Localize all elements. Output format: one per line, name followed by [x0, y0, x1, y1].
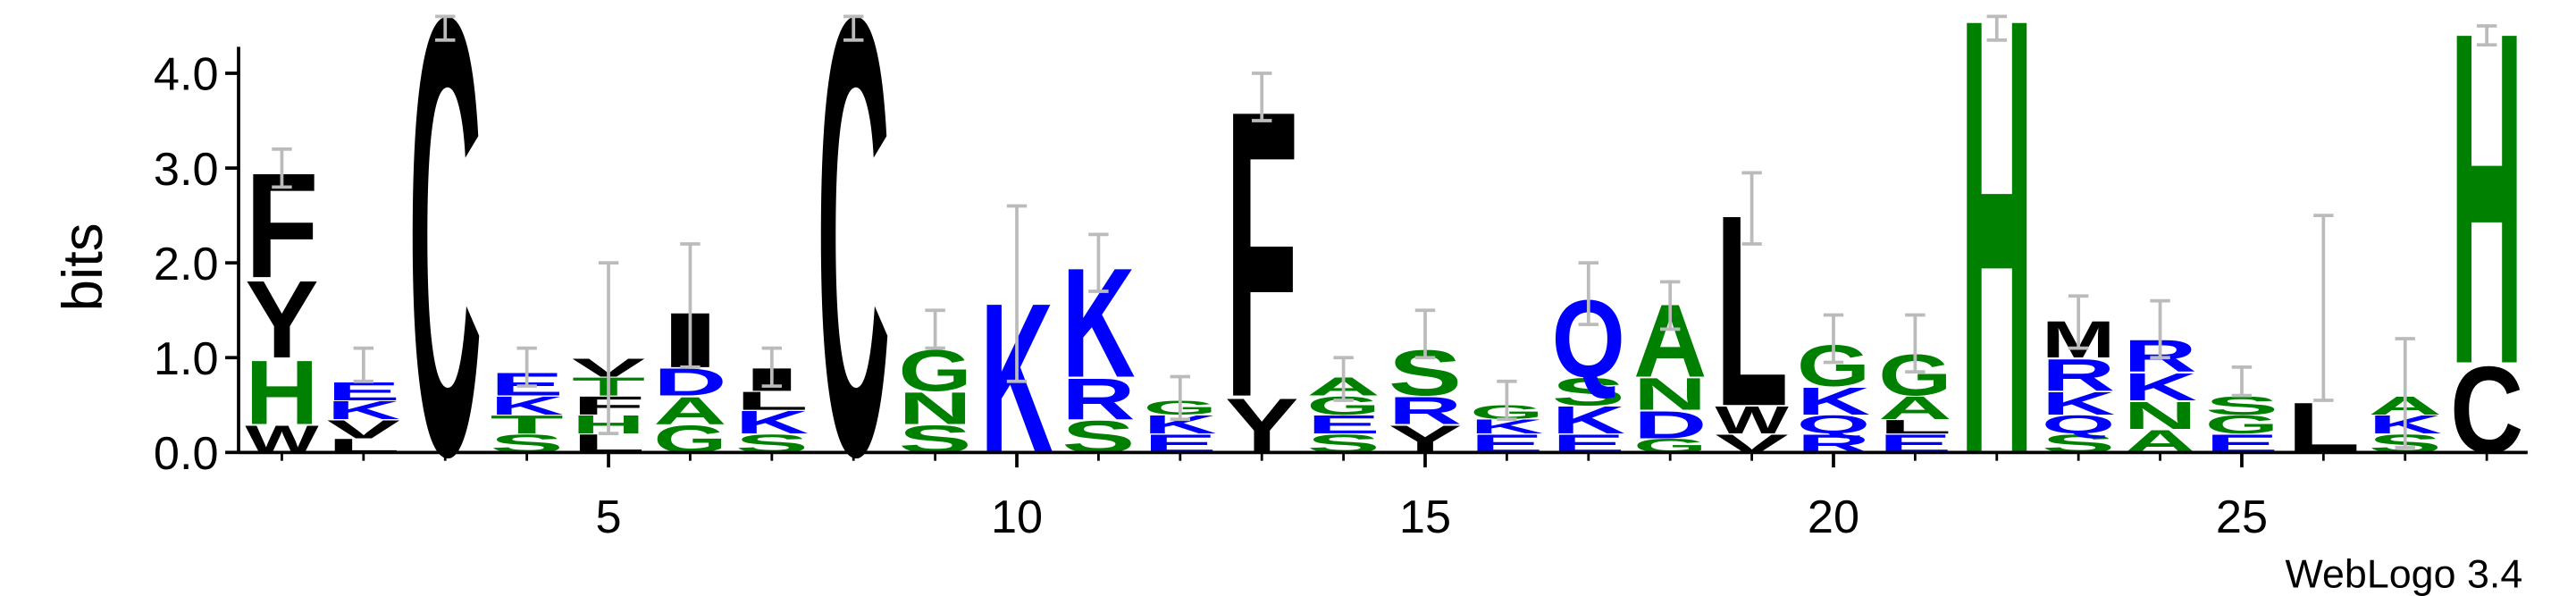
y-tick-label: 3.0: [154, 144, 219, 196]
logo-letter: K: [2042, 385, 2115, 422]
logo-letter: V: [327, 415, 401, 443]
logo-letter: S: [1552, 370, 1625, 414]
logo-letter: W: [1715, 399, 1788, 442]
logo-letter: A: [653, 390, 726, 433]
logo-letter: C: [408, 0, 482, 586]
logo-letter: G: [2205, 410, 2278, 439]
y-tick-label: 1.0: [154, 333, 219, 385]
logo-letter: K: [491, 391, 564, 421]
x-tick-label: 15: [1399, 491, 1451, 543]
logo-letter: H: [1960, 0, 2034, 586]
logo-letter: K: [735, 404, 809, 441]
logo-letter: R: [1061, 366, 1135, 432]
logo-letter: K: [1797, 380, 1870, 424]
logo-letter: R: [2042, 349, 2115, 400]
logo-letter: Q: [1797, 410, 1870, 439]
logo-letter: Q: [2042, 410, 2115, 439]
logo-letter: D: [1633, 403, 1707, 447]
y-axis-label: bits: [52, 223, 114, 312]
axes: 0.0 1.0 2.0 3.0 4.0 5 10 15 20 25: [154, 14, 2528, 543]
x-tick-label: 5: [596, 491, 622, 543]
logo-letter: N: [1633, 368, 1707, 419]
logo-letter: N: [898, 382, 971, 433]
letters: WHYFLVKECSTKELHFTVGADISKLICSNGKSRKEKGYFS…: [245, 0, 2523, 586]
logo-letter: T: [491, 410, 564, 440]
y-tick-label: 2.0: [154, 239, 219, 290]
logo-letter: L: [735, 386, 809, 416]
logo-letter: N: [2123, 394, 2196, 438]
logo-letter: A: [1878, 390, 1951, 426]
y-tick-label: 4.0: [154, 49, 219, 101]
logo-letter: H: [245, 341, 318, 443]
logo-letter: K: [2123, 365, 2196, 409]
y-tick-label: 0.0: [154, 428, 219, 480]
logo-letter: Y: [245, 258, 318, 382]
logo-letter: E: [1306, 410, 1380, 439]
x-tick-label: 10: [991, 491, 1043, 543]
logo-letter: H: [2450, 0, 2523, 464]
footer: WebLogo 3.4: [2286, 552, 2523, 596]
logo-letter: L: [1878, 416, 1951, 438]
x-tick-label: 25: [2216, 491, 2268, 543]
logo-letter: R: [1389, 390, 1462, 433]
logo-letter: C: [817, 0, 890, 586]
x-tick-label: 20: [1808, 491, 1859, 543]
logo-letter: K: [327, 396, 400, 425]
logo-letter: K: [1552, 399, 1625, 442]
